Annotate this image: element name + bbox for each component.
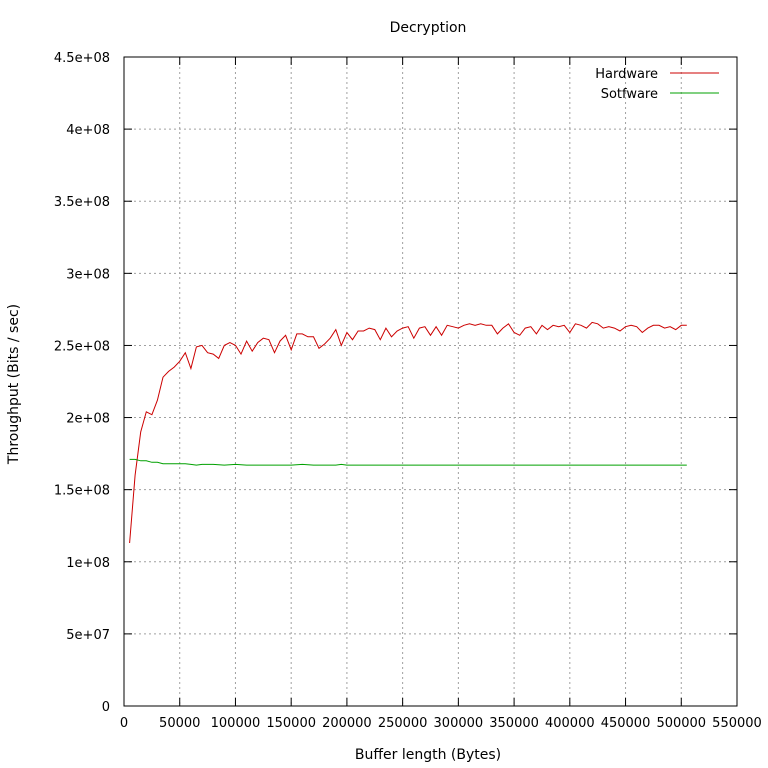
y-tick-label: 1e+08: [66, 556, 110, 571]
x-tick-label: 400000: [545, 716, 595, 731]
x-tick-label: 150000: [266, 716, 316, 731]
y-tick-label: 3e+08: [66, 267, 110, 282]
x-tick-label: 100000: [211, 716, 261, 731]
plot-frame: [123, 56, 738, 707]
y-tick-label: 4e+08: [66, 123, 110, 138]
axis-ticks: [123, 56, 738, 707]
y-tick-label: 3.5e+08: [54, 195, 110, 210]
y-tick-label: 2.5e+08: [54, 339, 110, 354]
grid: [124, 56, 737, 706]
x-tick-label: 0: [120, 716, 128, 731]
x-tick-label: 250000: [378, 716, 428, 731]
y-tick-label: 4.5e+08: [54, 51, 110, 66]
x-tick-label: 450000: [601, 716, 651, 731]
x-tick-label: 550000: [712, 716, 762, 731]
x-tick-label: 300000: [434, 716, 484, 731]
y-tick-label: 2e+08: [66, 412, 110, 427]
series-line-sotfware: [129, 458, 687, 466]
x-tick-label: 500000: [656, 716, 706, 731]
y-tick-label: 5e+07: [66, 628, 110, 643]
y-tick-label: 1.5e+08: [54, 484, 110, 499]
legend-label: Hardware: [595, 67, 658, 82]
legend-label: Sotfware: [601, 87, 658, 102]
chart-title: Decryption: [390, 20, 467, 36]
legend: Hardware Sotfware: [595, 67, 719, 102]
x-tick-label: 200000: [322, 716, 372, 731]
x-tick-label: 350000: [489, 716, 539, 731]
x-axis-label: Buffer length (Bytes): [355, 747, 501, 763]
y-axis-label: Throughput (Bits / sec): [6, 304, 22, 465]
series-lines: [129, 321, 687, 544]
tick-labels: 0 50000 100000 150000 200000 250000 300000 3500…: [54, 51, 762, 731]
y-tick-label: 0: [102, 700, 110, 715]
x-tick-label: 50000: [159, 716, 200, 731]
series-line-hardware: [129, 321, 687, 544]
